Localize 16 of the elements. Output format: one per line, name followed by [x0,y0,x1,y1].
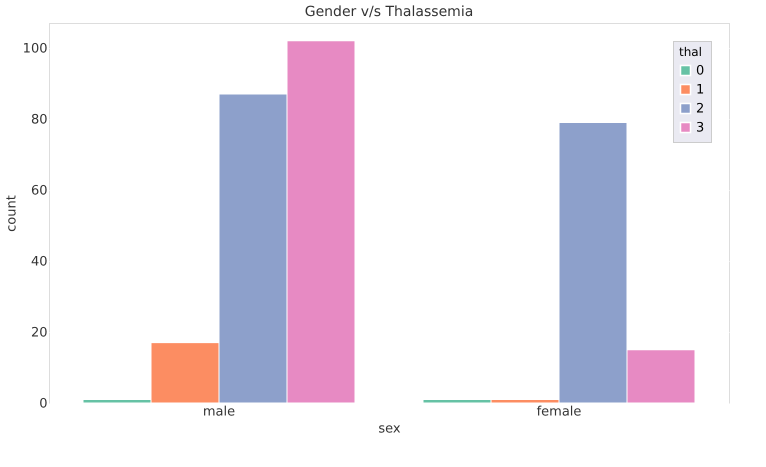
y-tick-label: 60 [30,183,48,198]
y-axis-title: count [4,195,20,232]
legend-label: 0 [696,64,704,78]
legend-title: thal [679,45,702,59]
x-tick-label: male [202,404,236,420]
legend-label: 3 [696,120,704,136]
x-axis-title: sex [378,422,401,436]
y-tick-label: 20 [30,325,48,340]
chart-title: Gender v/s Thalassemia [304,4,474,20]
x-tick-label: female [536,404,582,420]
y-tick-label: 40 [30,254,48,270]
legend-label: 2 [696,102,704,116]
y-tick-label: 0 [39,396,48,412]
y-tick-label: 100 [22,41,48,56]
y-tick-label: 80 [30,112,48,128]
legend-label: 1 [696,82,704,98]
